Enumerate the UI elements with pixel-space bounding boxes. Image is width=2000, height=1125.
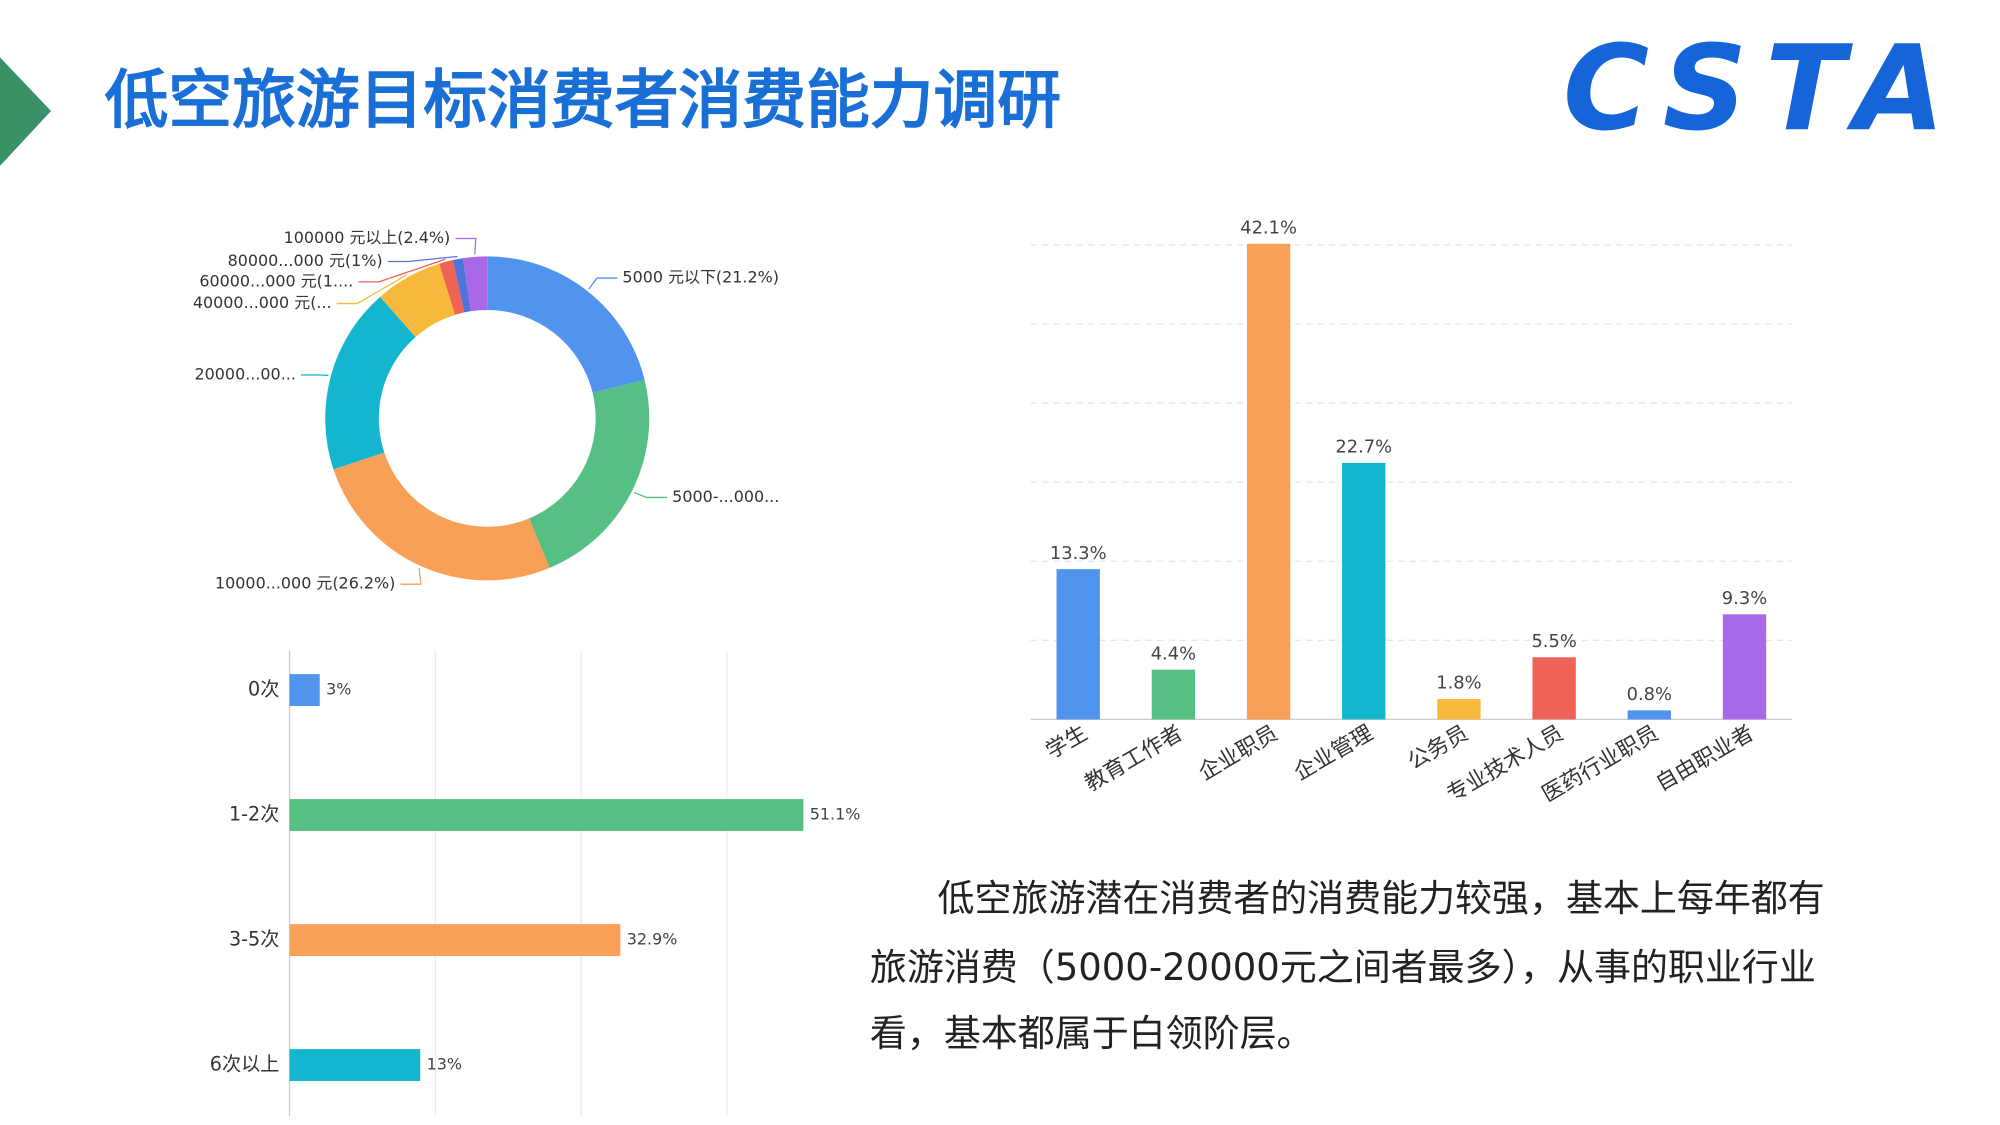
value-label: 4.4% xyxy=(1151,643,1196,664)
bar xyxy=(289,924,621,956)
leader-line xyxy=(455,237,477,255)
donut-slice xyxy=(439,260,465,315)
leader-line xyxy=(336,274,407,305)
donut-slice xyxy=(333,452,550,581)
value-label: 32.9% xyxy=(627,930,678,949)
donut-slice xyxy=(380,263,456,338)
slice-label: 40000...000 元(... xyxy=(193,293,332,312)
bar xyxy=(1627,710,1671,720)
donut-slice xyxy=(325,296,416,470)
body-line: 旅游消费（5000-20000元之间者最多），从事的职业行业 xyxy=(870,946,1816,989)
slice-label: 20000...00... xyxy=(195,365,296,384)
slide-title: 低空旅游目标消费者消费能力调研 xyxy=(105,64,1061,138)
bar xyxy=(289,1049,421,1081)
bar xyxy=(1722,614,1767,720)
x-tick-label: 学生 xyxy=(1042,721,1092,764)
value-label: 13% xyxy=(427,1055,462,1074)
body-line: 看，基本都属于白领阶层。 xyxy=(870,1012,1314,1055)
donut-slice xyxy=(529,380,650,568)
leader-line xyxy=(400,568,422,585)
slice-label: 80000...000 元(1%) xyxy=(228,251,383,270)
slice-label: 5000-...000... xyxy=(672,487,779,506)
bar xyxy=(1437,699,1481,720)
value-label: 22.7% xyxy=(1335,437,1392,458)
x-tick-label: 企业管理 xyxy=(1290,721,1378,786)
bar xyxy=(1342,462,1386,720)
y-tick-label: 1-2次 xyxy=(229,803,279,826)
slice-label: 60000...000 元(1.... xyxy=(199,271,353,290)
value-label: 1.8% xyxy=(1436,673,1481,694)
donut-slice xyxy=(462,256,488,312)
leader-line xyxy=(387,255,458,263)
logo: CSTA xyxy=(1563,20,1963,157)
x-tick-label: 教育工作者 xyxy=(1081,721,1187,797)
value-label: 5.5% xyxy=(1531,631,1576,652)
body-line: 低空旅游潜在消费者的消费能力较强，基本上每年都有 xyxy=(938,877,1825,920)
x-tick-label: 企业职员 xyxy=(1195,721,1283,786)
value-label: 13.3% xyxy=(1050,543,1107,564)
value-label: 42.1% xyxy=(1240,217,1297,238)
value-label: 0.8% xyxy=(1627,684,1672,705)
leader-line xyxy=(588,277,618,290)
value-label: 3% xyxy=(326,680,351,699)
bar xyxy=(289,674,320,706)
donut-slice xyxy=(452,258,471,313)
slice-label: 100000 元以上(2.4%) xyxy=(284,228,451,247)
bar xyxy=(289,799,804,831)
value-label: 51.1% xyxy=(810,805,861,824)
leader-line xyxy=(633,492,668,499)
accent-triangle xyxy=(0,57,52,166)
bar xyxy=(1532,657,1576,720)
bar xyxy=(1151,669,1196,720)
x-tick-label: 公务员 xyxy=(1404,721,1473,775)
x-tick-label: 自由职业者 xyxy=(1652,721,1758,797)
leader-line xyxy=(358,258,446,283)
slice-label: 5000 元以下(21.2%) xyxy=(622,268,779,287)
slice-label: 10000...000 元(26.2%) xyxy=(215,574,395,593)
bar xyxy=(1056,569,1100,720)
y-tick-label: 3-5次 xyxy=(229,928,279,951)
donut-slice xyxy=(487,256,645,393)
bar xyxy=(1246,243,1291,720)
value-label: 9.3% xyxy=(1722,588,1767,609)
y-tick-label: 6次以上 xyxy=(210,1053,280,1076)
y-tick-label: 0次 xyxy=(248,678,279,701)
